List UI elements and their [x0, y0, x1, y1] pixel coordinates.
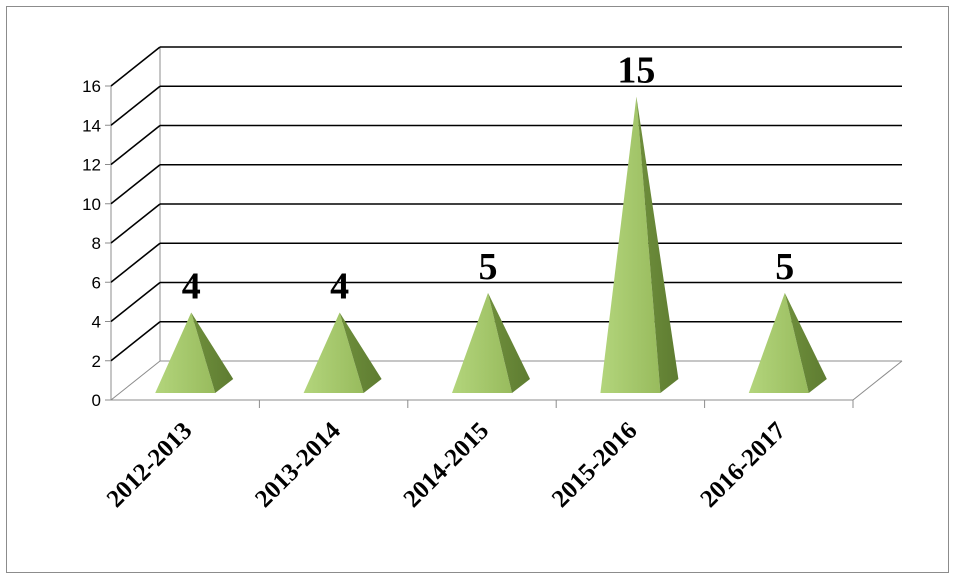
pyramid-front-face [155, 312, 216, 393]
data-label: 15 [617, 50, 655, 92]
gridline-wall [110, 124, 161, 166]
gridline-wall [110, 281, 161, 323]
data-label: 5 [479, 246, 498, 288]
y-tick-label: 12 [82, 156, 101, 175]
gridline-wall [110, 46, 161, 87]
gridline-wall [110, 242, 161, 283]
y-tick-label: 14 [82, 116, 101, 135]
data-label: 4 [330, 266, 349, 308]
gridline-wall [110, 203, 161, 244]
gridline-wall [110, 321, 161, 362]
pyramid-front-face [303, 312, 364, 393]
y-tick-label: 0 [92, 391, 101, 410]
pyramid-bars [155, 96, 827, 393]
pyramid-side-face [488, 292, 530, 393]
x-axis-ticks [258, 400, 854, 408]
y-tick-label: 8 [92, 234, 101, 253]
pyramid-bar [748, 292, 827, 393]
pyramid-side-face [636, 96, 679, 393]
pyramid-bar [155, 312, 234, 393]
category-labels: 2012-2013 2013-2014 2014-2015 2015-2016 2016… [102, 417, 791, 513]
y-tick-label: 4 [92, 313, 101, 332]
data-label: 4 [182, 266, 201, 308]
pyramid-side-face [191, 312, 234, 393]
y-tick-label: 2 [92, 352, 101, 371]
gridline-wall [110, 164, 161, 205]
category-label: 2016-2017 [695, 417, 791, 513]
y-tick-label: 16 [82, 77, 101, 96]
category-label: 2014-2015 [399, 417, 495, 513]
pyramid-bar [600, 96, 679, 393]
category-label: 2012-2013 [102, 417, 198, 513]
pyramid-front-face [600, 96, 661, 393]
data-labels: 4 4 5 15 5 [182, 50, 795, 308]
pyramid-front-face [452, 292, 512, 393]
pyramid-side-face [339, 312, 382, 393]
pyramid-bar [303, 312, 382, 393]
pyramid-side-face [784, 292, 827, 393]
category-label: 2015-2016 [547, 417, 643, 513]
gridline-wall [110, 360, 161, 401]
y-tick-label: 6 [92, 273, 101, 292]
data-label: 5 [775, 246, 794, 288]
chart-container: 0 2 4 6 8 10 12 14 16 4 4 5 15 5 2012-2013 2013-2014 2… [6, 6, 949, 573]
gridlines [110, 46, 902, 401]
floor-right-edge [852, 360, 903, 401]
pyramid-front-face [748, 292, 809, 393]
y-axis-ticks: 0 2 4 6 8 10 12 14 16 [82, 77, 111, 410]
y-tick-label: 10 [82, 195, 101, 214]
gridline-wall [110, 85, 161, 126]
pyramid-bar [452, 292, 530, 393]
category-label: 2013-2014 [250, 417, 346, 513]
